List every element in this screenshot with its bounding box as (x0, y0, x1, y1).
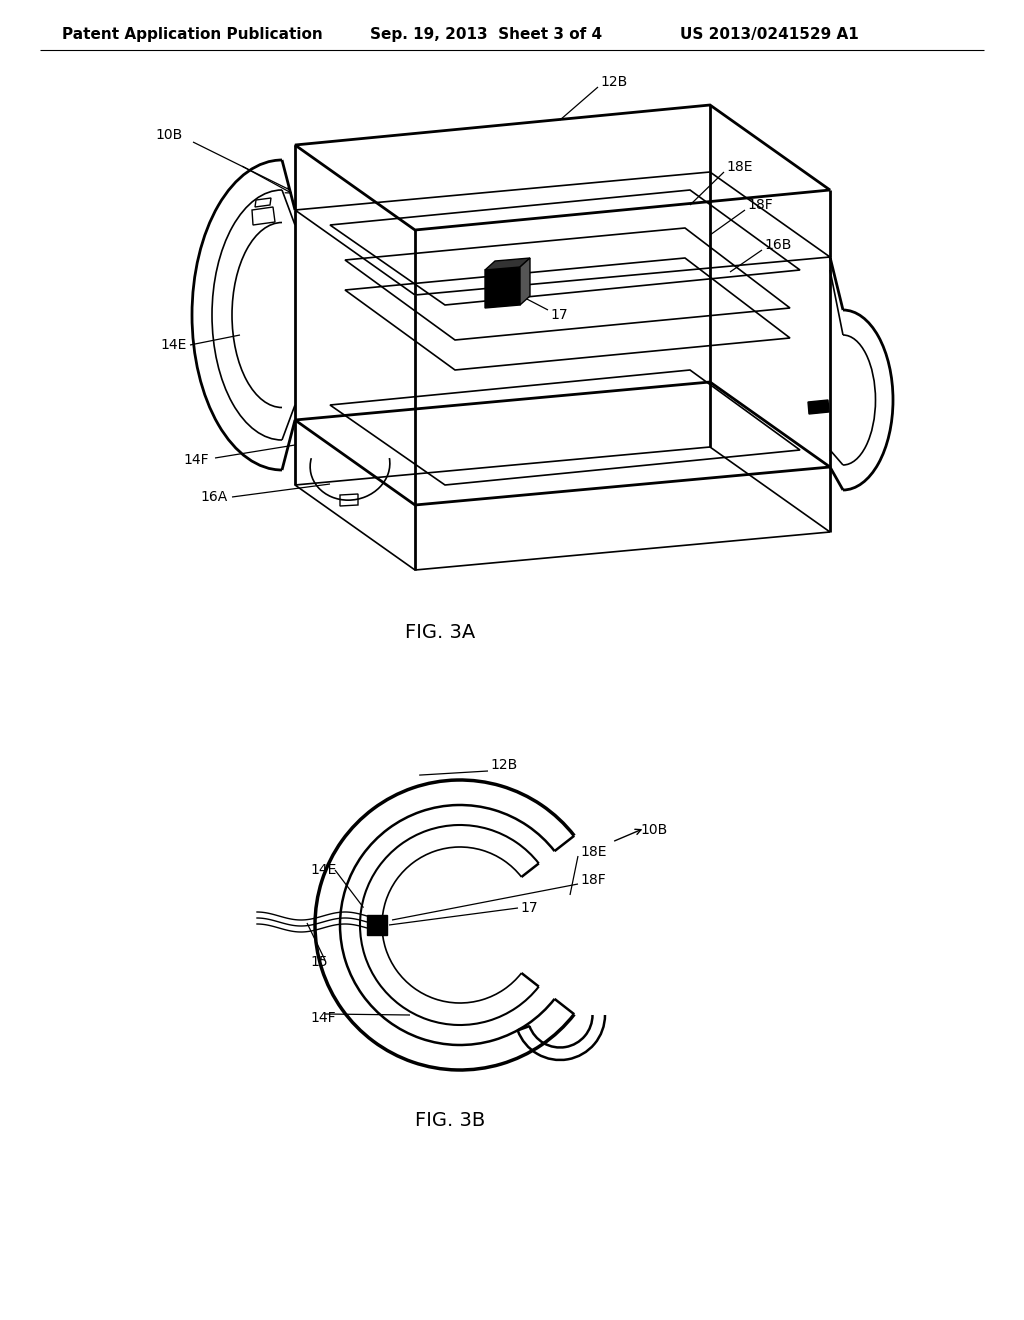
Text: 18F: 18F (746, 198, 773, 213)
Text: 12B: 12B (600, 75, 628, 88)
Text: Patent Application Publication: Patent Application Publication (62, 28, 323, 42)
Polygon shape (485, 257, 530, 271)
Text: 10B: 10B (640, 822, 668, 837)
Text: FIG. 3A: FIG. 3A (404, 623, 475, 642)
Text: 14F: 14F (310, 1011, 336, 1026)
Text: 14F: 14F (183, 453, 209, 467)
Text: 12B: 12B (490, 758, 517, 772)
Text: 18F: 18F (580, 873, 606, 887)
Polygon shape (808, 400, 829, 414)
Text: 18E: 18E (580, 845, 606, 859)
Text: 17: 17 (520, 902, 538, 915)
Text: 17: 17 (550, 308, 567, 322)
Text: 10B: 10B (155, 128, 182, 143)
Text: 14E: 14E (160, 338, 186, 352)
Text: 16B: 16B (764, 238, 792, 252)
Text: FIG. 3B: FIG. 3B (415, 1110, 485, 1130)
Text: 18E: 18E (726, 160, 753, 174)
Polygon shape (520, 257, 530, 305)
Text: 16A: 16A (200, 490, 227, 504)
Text: US 2013/0241529 A1: US 2013/0241529 A1 (680, 28, 859, 42)
Text: 15: 15 (310, 954, 328, 969)
Polygon shape (367, 915, 387, 935)
Text: 14E: 14E (310, 863, 336, 876)
Text: Sep. 19, 2013  Sheet 3 of 4: Sep. 19, 2013 Sheet 3 of 4 (370, 28, 602, 42)
Polygon shape (485, 267, 520, 308)
